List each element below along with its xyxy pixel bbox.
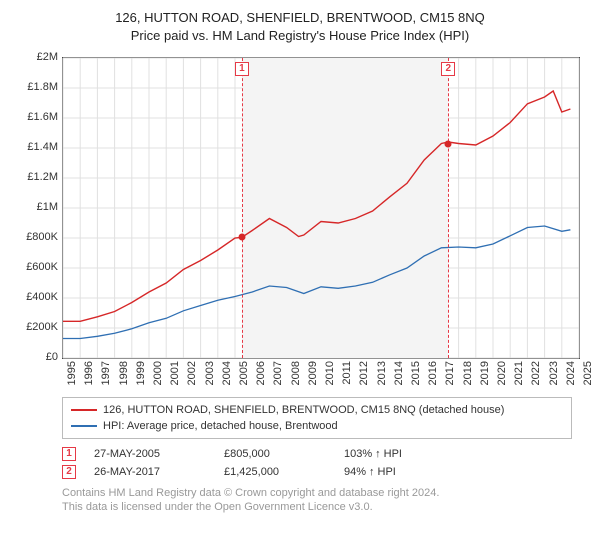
legend-label: HPI: Average price, detached house, Bren… <box>103 420 338 432</box>
x-tick-label: 2018 <box>462 361 474 391</box>
y-tick-label: £1.6M <box>18 111 58 123</box>
x-tick-label: 2002 <box>186 361 198 391</box>
x-tick-label: 2013 <box>376 361 388 391</box>
legend-label: 126, HUTTON ROAD, SHENFIELD, BRENTWOOD, … <box>103 404 504 416</box>
x-tick-label: 2014 <box>393 361 405 391</box>
chart-subtitle: Price paid vs. HM Land Registry's House … <box>18 28 582 43</box>
y-tick-label: £800K <box>18 231 58 243</box>
x-tick-label: 1998 <box>118 361 130 391</box>
transaction-date: 26-MAY-2017 <box>94 466 224 478</box>
x-tick-label: 2015 <box>410 361 422 391</box>
y-tick-label: £1.4M <box>18 141 58 153</box>
x-tick-label: 2019 <box>479 361 491 391</box>
transaction-row: 2 26-MAY-2017£1,425,00094%↑HPI <box>62 463 572 481</box>
transaction-price: £1,425,000 <box>224 466 344 478</box>
x-tick-label: 2025 <box>582 361 594 391</box>
transaction-marker: 2 <box>62 465 76 479</box>
transaction-notes: 1 27-MAY-2005£805,000103%↑HPI 2 26-MAY-2017… <box>62 445 572 481</box>
footer-attribution: Contains HM Land Registry data © Crown c… <box>62 487 572 515</box>
y-tick-label: £400K <box>18 291 58 303</box>
transaction-pct: 103%↑HPI <box>344 448 402 460</box>
shade-band <box>242 58 448 358</box>
y-tick-label: £200K <box>18 321 58 333</box>
transaction-pct: 94%↑HPI <box>344 466 396 478</box>
transaction-price: £805,000 <box>224 448 344 460</box>
x-tick-label: 1995 <box>66 361 78 391</box>
x-tick-label: 2007 <box>272 361 284 391</box>
transaction-date: 27-MAY-2005 <box>94 448 224 460</box>
transaction-marker: 1 <box>62 447 76 461</box>
y-tick-label: £1M <box>18 201 58 213</box>
x-tick-label: 2003 <box>204 361 216 391</box>
plot-inner: 12 <box>62 57 580 359</box>
legend: 126, HUTTON ROAD, SHENFIELD, BRENTWOOD, … <box>62 397 572 439</box>
x-tick-label: 2000 <box>152 361 164 391</box>
x-tick-label: 1996 <box>83 361 95 391</box>
event-dot <box>445 141 452 148</box>
legend-item: 126, HUTTON ROAD, SHENFIELD, BRENTWOOD, … <box>71 402 563 418</box>
x-tick-label: 2016 <box>427 361 439 391</box>
chart-container: 126, HUTTON ROAD, SHENFIELD, BRENTWOOD, … <box>0 0 600 521</box>
legend-item: HPI: Average price, detached house, Bren… <box>71 418 563 434</box>
x-tick-label: 2001 <box>169 361 181 391</box>
x-tick-label: 2006 <box>255 361 267 391</box>
x-tick-label: 2008 <box>290 361 302 391</box>
y-tick-label: £0 <box>18 351 58 363</box>
y-tick-label: £600K <box>18 261 58 273</box>
x-tick-label: 2012 <box>358 361 370 391</box>
x-tick-label: 2023 <box>548 361 560 391</box>
x-tick-label: 2017 <box>444 361 456 391</box>
event-marker: 1 <box>235 62 249 76</box>
x-tick-label: 2004 <box>221 361 233 391</box>
y-tick-label: £1.8M <box>18 81 58 93</box>
x-tick-label: 2024 <box>565 361 577 391</box>
x-tick-label: 2022 <box>530 361 542 391</box>
y-tick-label: £1.2M <box>18 171 58 183</box>
series-svg <box>63 58 579 358</box>
x-tick-label: 2021 <box>513 361 525 391</box>
transaction-row: 1 27-MAY-2005£805,000103%↑HPI <box>62 445 572 463</box>
legend-swatch <box>71 409 97 411</box>
arrow-up-icon: ↑ <box>369 466 375 478</box>
arrow-up-icon: ↑ <box>375 448 381 460</box>
x-tick-label: 2005 <box>238 361 250 391</box>
y-tick-label: £2M <box>18 51 58 63</box>
x-tick-label: 2020 <box>496 361 508 391</box>
event-marker: 2 <box>441 62 455 76</box>
x-tick-label: 2010 <box>324 361 336 391</box>
x-tick-label: 2011 <box>341 361 353 391</box>
x-tick-label: 1999 <box>135 361 147 391</box>
footer-line: Contains HM Land Registry data © Crown c… <box>62 487 572 501</box>
event-line <box>448 58 449 358</box>
footer-line: This data is licensed under the Open Gov… <box>62 501 572 515</box>
x-tick-label: 2009 <box>307 361 319 391</box>
event-line <box>242 58 243 358</box>
event-dot <box>238 234 245 241</box>
x-tick-label: 1997 <box>100 361 112 391</box>
plot-area: 12 £0£200K£400K£600K£800K£1M£1.2M£1.4M£1… <box>18 53 582 393</box>
chart-title-address: 126, HUTTON ROAD, SHENFIELD, BRENTWOOD, … <box>18 10 582 25</box>
legend-swatch <box>71 425 97 427</box>
